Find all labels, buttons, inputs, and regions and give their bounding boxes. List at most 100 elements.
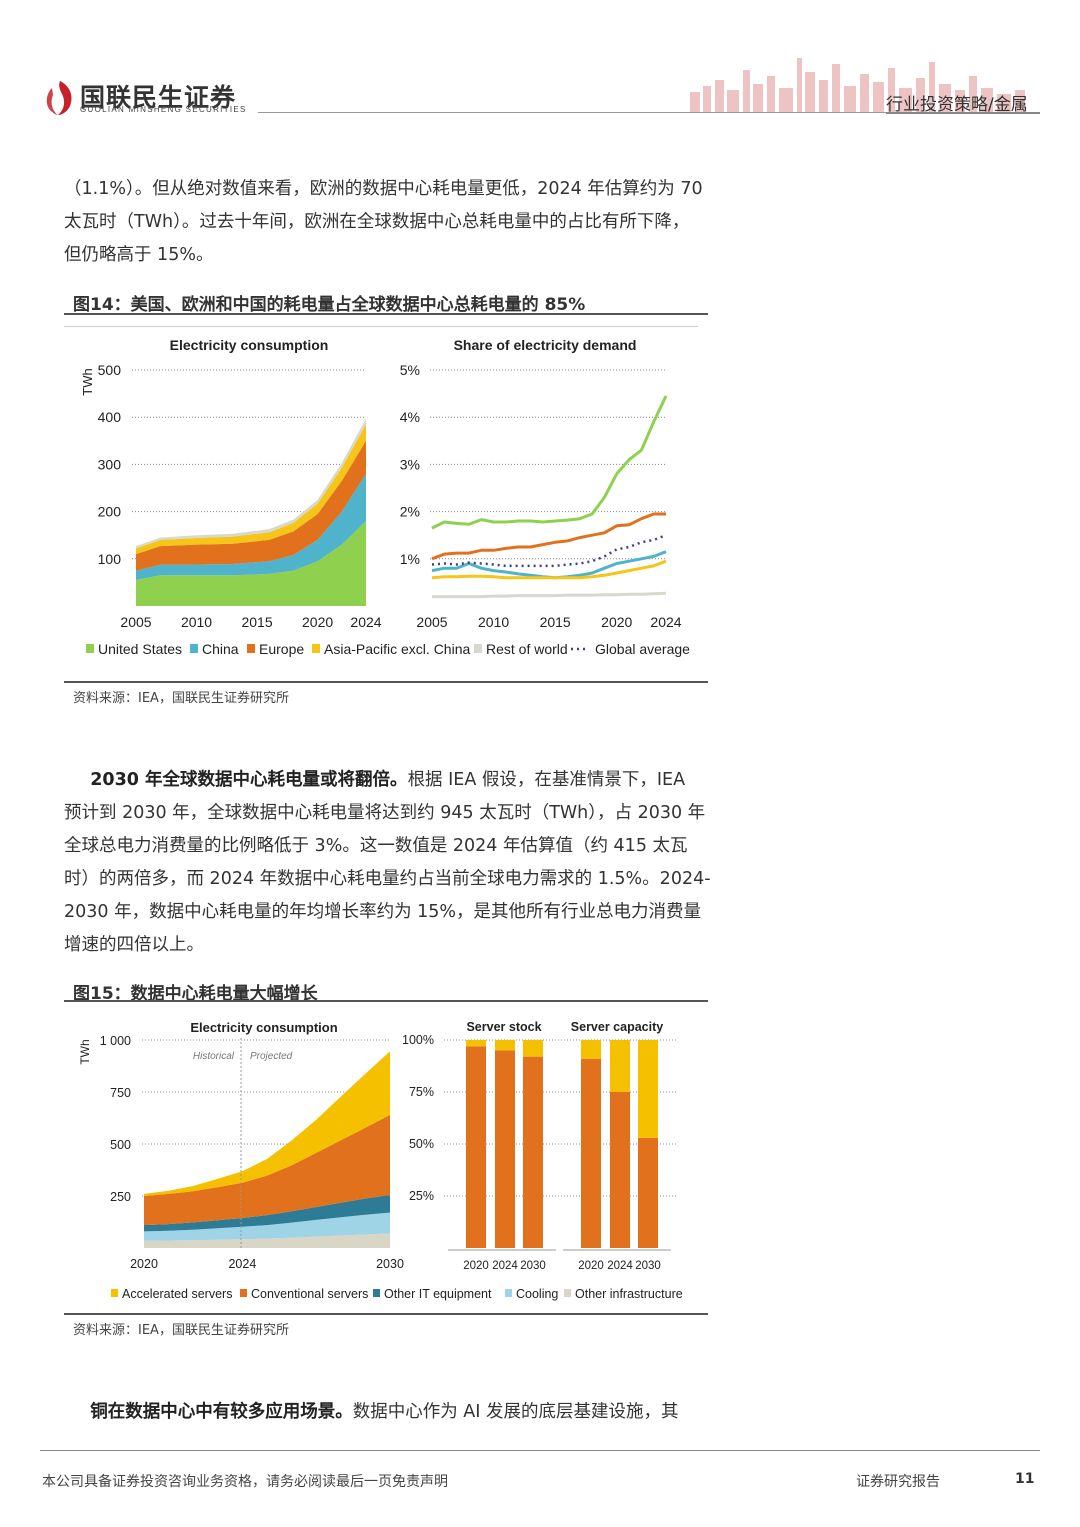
y-tick-label: 2% — [400, 504, 420, 520]
bar-accelerated — [495, 1040, 515, 1051]
text-run: 根据 IEA 假设，在基准情景下，IEA — [407, 770, 686, 790]
x-tick-label: 2015 — [540, 614, 571, 630]
company-name: 国联民生证券 — [80, 83, 237, 112]
header-rule-accent — [886, 112, 1040, 114]
bar-conventional — [495, 1050, 515, 1248]
y-tick-label: 400 — [98, 409, 122, 425]
line-series-rest-of-world — [432, 591, 667, 599]
line-series-europe — [431, 512, 666, 561]
footer-disclaimer: 本公司具备证券投资咨询业务资格，请务必阅读最后一页免责声明 — [42, 1474, 448, 1490]
y-tick-label: 300 — [98, 456, 122, 472]
brand-logo-icon — [46, 81, 72, 115]
y-tick-label: 250 — [110, 1190, 131, 1204]
x-tick-label: 2020 — [578, 1260, 604, 1272]
legend-label: Cooling — [516, 1287, 558, 1301]
text-line: 时）的两倍多，而 2024 年数据中心耗电量约占当前全球电力需求的 1.5%。2… — [64, 869, 711, 889]
x-tick-label: 2030 — [520, 1260, 546, 1272]
y-tick-label: 50% — [409, 1137, 434, 1151]
x-tick-label: 2030 — [635, 1260, 661, 1272]
y-tick-label: 25% — [409, 1189, 434, 1203]
x-tick-label: 2015 — [241, 614, 272, 630]
legend-label: Conventional servers — [251, 1287, 368, 1301]
report-category: 行业投资策略/金属 — [886, 95, 1028, 115]
area-series-conventional-servers — [144, 1114, 390, 1226]
y-tick-label: 200 — [98, 504, 122, 520]
legend-label: Other infrastructure — [575, 1287, 683, 1301]
closing-paragraph: 铜在数据中心中有较多应用场景。数据中心作为 AI 发展的底层基建设施，其 — [64, 1396, 709, 1429]
text-line: 全球总电力消费量的比例略低于 3%。这一数值是 2024 年估算值（约 415 … — [64, 836, 688, 856]
x-tick-label: 2024 — [650, 614, 681, 630]
y-tick-label: 100% — [402, 1033, 434, 1047]
text-line: （1.1%）。但从绝对数值来看，欧洲的数据中心耗电量更低，2024 年估算约为 … — [64, 179, 703, 199]
figure-15-bottom-rule — [64, 1313, 708, 1315]
bar-conventional — [610, 1092, 630, 1248]
line-series-china — [431, 550, 667, 580]
annotation-projected: Projected — [250, 1051, 293, 1062]
legend-swatch — [312, 644, 320, 653]
footer-report-type: 证券研究报告 — [856, 1474, 940, 1490]
legend-swatch — [86, 644, 94, 653]
line-series-asia-pacific-excl-china — [431, 559, 667, 580]
figure-14-chart: Electricity consumption TWh 500 400 300 200… — [80, 337, 690, 657]
area-series-europe — [136, 440, 366, 571]
company-name-en: GUOLIAN MINSHENG SECURITIES — [80, 105, 247, 114]
legend-swatch — [240, 1289, 247, 1297]
area-series-accelerated-servers — [144, 1051, 390, 1196]
x-tick-label: 2020 — [130, 1257, 158, 1271]
figure-14-inner-rule — [64, 326, 698, 327]
y-tick-label: 500 — [98, 362, 122, 378]
legend-swatch — [111, 1289, 118, 1297]
legend-label: China — [202, 641, 239, 657]
figure-14-title: 图14：美国、欧洲和中国的耗电量占全球数据中心总耗电量的 85% — [73, 295, 586, 315]
legend-swatch — [247, 644, 255, 653]
legend-label: Global average — [595, 641, 690, 657]
figure-15-source: 资料来源：IEA，国联民生证券研究所 — [73, 1323, 289, 1338]
legend-label: Rest of world — [486, 641, 568, 657]
line-series-global-average — [431, 534, 667, 568]
legend-swatch — [190, 644, 198, 653]
city-skyline-decoration — [690, 58, 1025, 112]
y-tick-label: 1% — [400, 551, 420, 567]
y-axis-label: TWh — [78, 1039, 92, 1064]
legend-label: Europe — [259, 641, 304, 657]
legend-swatch — [505, 1289, 512, 1297]
bar-conventional — [466, 1046, 486, 1248]
legend-swatch — [474, 644, 482, 653]
chart-title: Electricity consumption — [190, 1020, 337, 1035]
header-rule — [258, 112, 1040, 113]
bold-lead: 铜在数据中心中有较多应用场景。 — [90, 1402, 353, 1422]
main-paragraph: 2030 年全球数据中心耗电量或将翻倍。根据 IEA 假设，在基准情景下，IEA… — [64, 764, 711, 962]
text-line: 铜在数据中心中有较多应用场景。数据中心作为 AI 发展的底层基建设施，其 — [64, 1396, 709, 1429]
x-tick-label: 2010 — [181, 614, 212, 630]
x-tick-label: 2020 — [463, 1260, 489, 1272]
bar-accelerated — [638, 1040, 658, 1138]
y-tick-label: 75% — [409, 1085, 434, 1099]
figure-15-top-rule — [64, 1000, 708, 1002]
text-run: 数据中心作为 AI 发展的底层基建设施，其 — [352, 1402, 679, 1422]
figure-15-chart: Electricity consumption TWh 1 000 750 500 2… — [78, 1020, 683, 1301]
x-tick-label: 2005 — [416, 614, 447, 630]
text-line: 增速的四倍以上。 — [64, 935, 204, 955]
text-line: 预计到 2030 年，全球数据中心耗电量将达到约 945 太瓦时（TWh），占 … — [64, 803, 706, 823]
text-line: 2030 年，数据中心耗电量的年均增长率约为 15%，是其他所有行业总电力消费量 — [64, 902, 702, 922]
bar-conventional — [581, 1058, 601, 1248]
bar-accelerated — [523, 1040, 543, 1057]
area-series-asia-pacific-excl-china — [136, 424, 366, 555]
x-tick-label: 2005 — [120, 614, 151, 630]
bar-group-title: Server capacity — [571, 1020, 663, 1034]
bar-conventional — [638, 1137, 658, 1248]
line-series-united-states — [431, 395, 668, 530]
footer-rule — [40, 1450, 1040, 1451]
chart-title: Share of electricity demand — [454, 337, 637, 353]
y-tick-label: 3% — [400, 456, 420, 472]
area-series-cooling — [144, 1212, 390, 1241]
x-tick-label: 2024 — [228, 1257, 256, 1271]
legend-label: Asia-Pacific excl. China — [324, 641, 470, 657]
y-tick-label: 500 — [110, 1138, 131, 1152]
legend-label: United States — [98, 641, 182, 657]
bar-accelerated — [610, 1040, 630, 1092]
legend-swatch — [373, 1289, 380, 1297]
legend-swatch — [564, 1289, 571, 1297]
page-number: 11 — [1015, 1471, 1035, 1487]
text-line: 太瓦时（TWh）。过去十年间，欧洲在全球数据中心总耗电量中的占比有所下降， — [64, 212, 690, 232]
